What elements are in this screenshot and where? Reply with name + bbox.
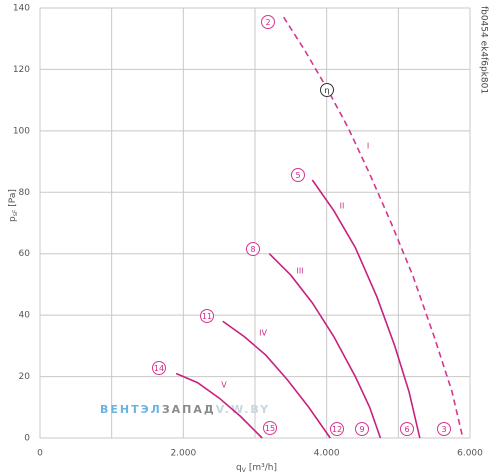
y-tick-label: 60 <box>19 249 31 259</box>
y-tick-label: 120 <box>13 65 30 75</box>
annotation: 11 <box>202 312 212 321</box>
y-axis-label: psF [Pa] <box>8 189 19 222</box>
curve-label: II <box>340 202 345 211</box>
y-tick-label: 0 <box>24 434 30 444</box>
annotation: η <box>324 86 329 95</box>
watermark-part: ЗАПАД <box>162 403 216 416</box>
fan-curve <box>175 372 263 439</box>
annotation: 2 <box>265 18 270 27</box>
annotation-circle <box>400 422 414 436</box>
curve-label: I <box>367 142 369 151</box>
annotation-circle <box>246 242 260 256</box>
fan-curve <box>282 16 464 439</box>
annotation: 14 <box>154 364 164 373</box>
annotation-circle <box>355 422 369 436</box>
x-tick-label: 4.000 <box>314 449 340 459</box>
code-label: fb0454 ek4f6pk801 <box>479 6 489 94</box>
y-tick-label: 20 <box>19 372 31 382</box>
y-label-main: p <box>8 216 18 222</box>
fan-curve <box>268 253 382 439</box>
x-label-sub: V <box>242 467 247 474</box>
x-label-unit: [m³/h] <box>249 463 277 473</box>
annotation: 8 <box>250 245 255 254</box>
x-tick-label: 6.000 <box>457 449 483 459</box>
annotation: 12 <box>332 425 342 434</box>
y-tick-label: 100 <box>13 126 30 136</box>
annotation: 5 <box>295 171 300 180</box>
fan-curve <box>311 179 421 439</box>
x-tick-label: 2.000 <box>170 449 196 459</box>
x-tick-label: 0 <box>37 449 43 459</box>
x-label-main: q <box>236 463 242 473</box>
annotation-circle <box>263 421 277 435</box>
annotation-circle <box>291 168 305 182</box>
watermark-part: V.W.BY <box>216 403 270 416</box>
plot-frame <box>39 7 471 439</box>
y-tick-label: 140 <box>13 4 30 14</box>
watermark-part: ВЕНТЭЛ <box>100 403 162 416</box>
annotation: 15 <box>265 424 275 433</box>
y-tick-label: 40 <box>19 311 31 321</box>
x-axis-label: qV [m³/h] <box>236 463 277 474</box>
fan-curve <box>222 320 331 439</box>
annotation-circle <box>437 422 451 436</box>
annotation: 6 <box>404 425 409 434</box>
annotation: 9 <box>359 425 364 434</box>
curve-label: IV <box>259 329 267 338</box>
annotation-circle <box>330 422 344 436</box>
y-tick-label: 80 <box>19 188 31 198</box>
annotation-circle <box>261 15 275 29</box>
annotation-circle <box>152 361 166 375</box>
watermark: ВЕНТЭЛЗАПАДV.W.BY <box>100 403 270 416</box>
y-label-unit: [Pa] <box>8 189 18 207</box>
curve-label: III <box>296 267 303 276</box>
y-label-sub: sF <box>12 209 19 216</box>
annotation-circle <box>200 309 214 323</box>
annotation-circle <box>320 83 334 97</box>
annotation: 3 <box>441 425 446 434</box>
curve-label: V <box>221 381 227 390</box>
